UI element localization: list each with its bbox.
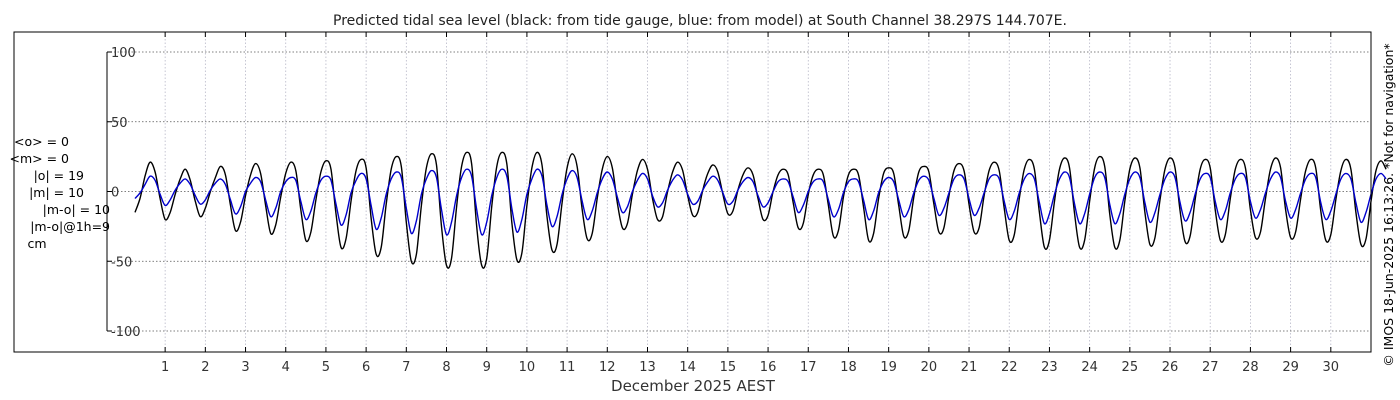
x-tick-label: 19 bbox=[880, 360, 897, 375]
stat-abs-observed: |o| = 19 bbox=[34, 168, 84, 183]
y-tick-label: 0 bbox=[111, 186, 119, 201]
x-tick-label: 26 bbox=[1162, 360, 1179, 375]
x-tick-label: 16 bbox=[760, 360, 777, 375]
x-tick-label: 6 bbox=[362, 360, 370, 375]
stat-mean-observed: <o> = 0 bbox=[14, 134, 69, 149]
x-tick-label: 9 bbox=[483, 360, 491, 375]
x-tick-label: 14 bbox=[679, 360, 696, 375]
x-tick-label: 27 bbox=[1202, 360, 1219, 375]
x-tick-label: 12 bbox=[599, 360, 616, 375]
x-axis-label: December 2025 AEST bbox=[611, 377, 776, 395]
stat-mean-model: <m> = 0 bbox=[10, 151, 70, 166]
x-tick-label: 21 bbox=[961, 360, 978, 375]
x-tick-label: 2 bbox=[201, 360, 209, 375]
stat-unit: cm bbox=[27, 236, 46, 251]
chart-title: Predicted tidal sea level (black: from t… bbox=[333, 13, 1067, 29]
x-tick-label: 1 bbox=[161, 360, 169, 375]
series-line-tide-gauge bbox=[134, 151, 1387, 269]
y-tick-label: 100 bbox=[111, 46, 136, 61]
stats-panel: <o> = 0 <m> = 0 |o| = 19 |m| = 10 |m-o| … bbox=[10, 134, 111, 251]
x-tick-label: 8 bbox=[442, 360, 450, 375]
ticks: 1 2 3 4 5 6 7 8 9 10 11 12 13 14 15 16 17 18 19 20 21 22 23 24 2… bbox=[106, 32, 1340, 375]
x-tick-label: 4 bbox=[282, 360, 290, 375]
series-line-model bbox=[134, 168, 1387, 236]
x-tick-label: 18 bbox=[840, 360, 857, 375]
x-tick-label: 22 bbox=[1001, 360, 1018, 375]
y-tick-label: -100 bbox=[111, 325, 141, 340]
series-lines bbox=[134, 151, 1387, 269]
x-tick-label: 24 bbox=[1081, 360, 1098, 375]
x-tick-label: 28 bbox=[1242, 360, 1259, 375]
x-tick-label: 15 bbox=[720, 360, 737, 375]
x-tick-label: 29 bbox=[1282, 360, 1299, 375]
stat-abs-model: |m| = 10 bbox=[29, 185, 84, 200]
x-tick-label: 7 bbox=[402, 360, 410, 375]
x-tick-label: 17 bbox=[800, 360, 817, 375]
x-tick-label: 5 bbox=[322, 360, 330, 375]
grid bbox=[107, 32, 1371, 352]
plot-frame bbox=[13, 31, 1372, 353]
y-tick-label: -50 bbox=[111, 255, 132, 270]
x-tick-label: 30 bbox=[1323, 360, 1340, 375]
y-tick-label: 50 bbox=[111, 116, 128, 131]
x-tick-label: 25 bbox=[1122, 360, 1139, 375]
stat-abs-diff-1h: |m-o|@1h=9 bbox=[30, 219, 110, 234]
x-tick-label: 10 bbox=[519, 360, 536, 375]
x-tick-label: 3 bbox=[241, 360, 249, 375]
x-tick-label: 20 bbox=[921, 360, 938, 375]
copyright-note: © IMOS 18-Jun-2025 16:13:26. *Not for na… bbox=[1381, 43, 1396, 366]
x-tick-label: 13 bbox=[639, 360, 656, 375]
x-tick-label: 11 bbox=[559, 360, 576, 375]
x-tick-label: 23 bbox=[1041, 360, 1058, 375]
stat-abs-diff: |m-o| = 10 bbox=[43, 202, 110, 217]
